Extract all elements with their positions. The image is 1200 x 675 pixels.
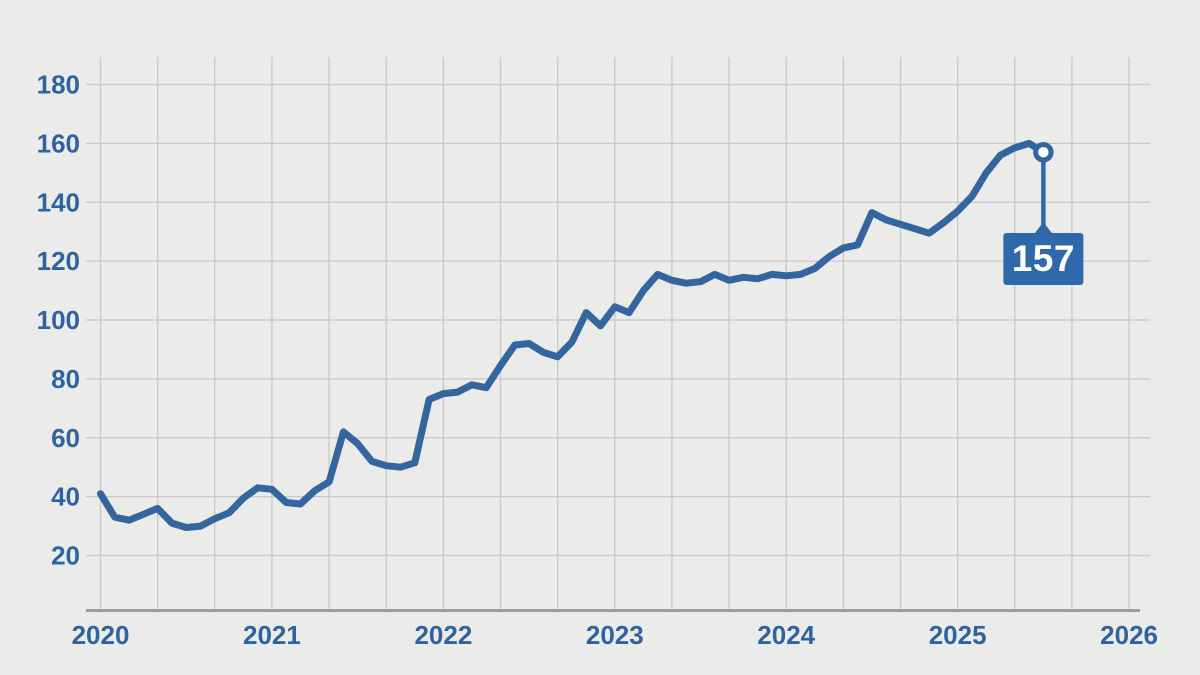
y-tick-label: 140: [37, 187, 80, 217]
callout-box: [1003, 233, 1084, 285]
y-tick-label: 80: [51, 364, 80, 394]
x-tick-label: 2023: [586, 620, 644, 650]
y-tick-label: 60: [51, 423, 80, 453]
y-tick-label: 160: [37, 128, 80, 158]
series-line: [97, 139, 1047, 531]
x-tick-label: 2020: [72, 620, 130, 650]
y-tick-label: 180: [37, 70, 80, 100]
x-tick-label: 2024: [757, 620, 815, 650]
endpoint-marker: [1033, 141, 1054, 163]
x-tick-label: 2022: [414, 620, 472, 650]
x-tick-label: 2025: [929, 620, 987, 650]
x-tick-label: 2021: [243, 620, 301, 650]
x-tick-label: 2026: [1100, 620, 1158, 650]
y-tick-label: 120: [37, 246, 80, 276]
callout-pointer: [1033, 222, 1054, 235]
y-tick-label: 20: [51, 541, 80, 571]
y-tick-label: 40: [51, 482, 80, 512]
callout-value-label: 157: [1012, 238, 1075, 279]
y-tick-label: 100: [37, 305, 80, 335]
